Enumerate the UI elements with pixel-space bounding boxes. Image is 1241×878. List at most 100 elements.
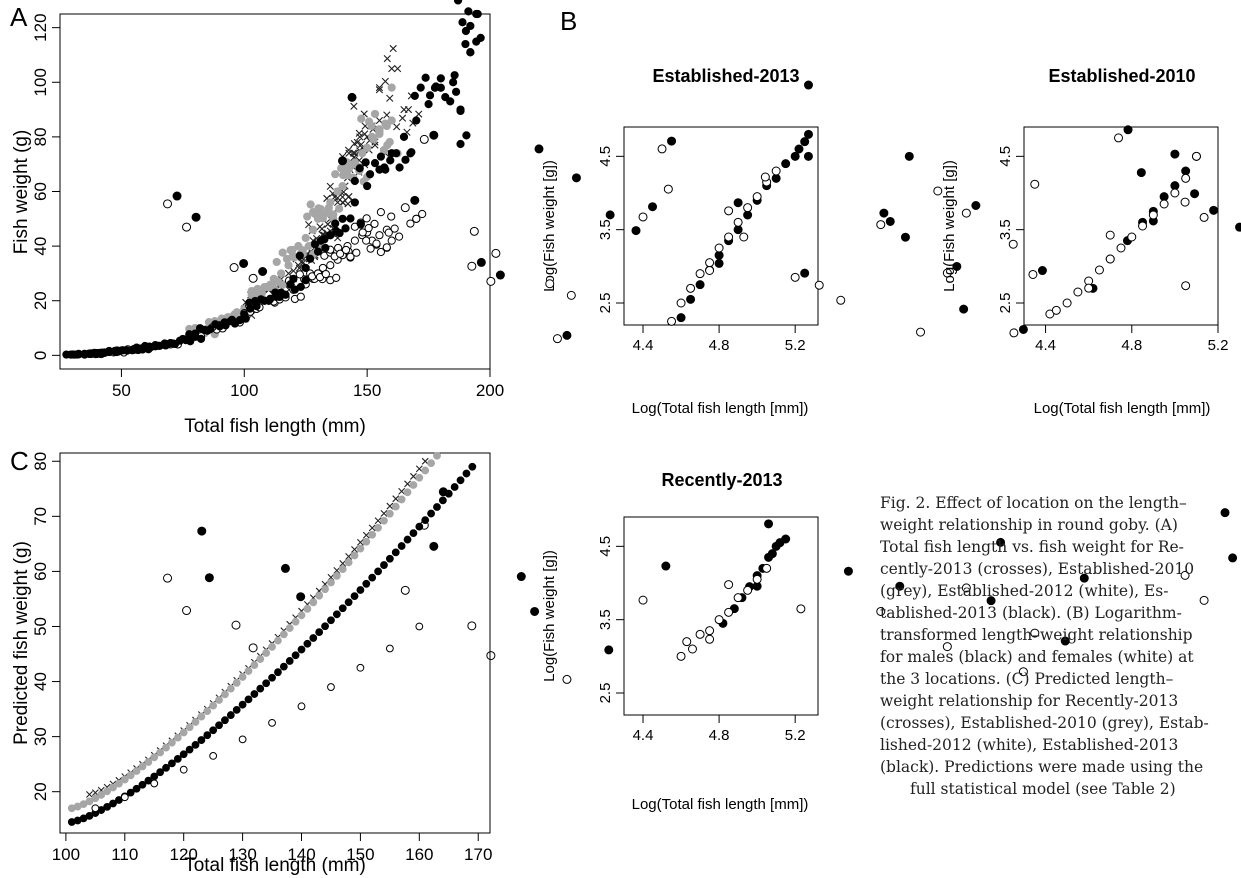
data-point-black (421, 516, 430, 525)
data-point-black (206, 324, 215, 334)
data-point-black (258, 267, 268, 277)
data-point-black (338, 604, 347, 613)
data-point-white (961, 583, 971, 593)
data-point-white (467, 261, 477, 271)
data-point-grey (91, 794, 100, 803)
data-point-white (376, 208, 386, 217)
data-point-white (375, 231, 384, 240)
data-point-white (387, 236, 396, 245)
data-point-grey (253, 284, 262, 294)
data-point-cross (350, 102, 358, 110)
data-point-grey (338, 171, 348, 180)
data-point-black (1181, 166, 1191, 176)
y-tick-label: 80 (31, 452, 50, 471)
data-point-black (347, 92, 357, 102)
data-point-grey (306, 200, 315, 209)
panel-a-xlabel: Total fish length (mm) (184, 416, 366, 437)
data-point-white (1127, 232, 1137, 242)
data-point-grey (162, 743, 170, 752)
data-point-white (1051, 305, 1061, 315)
data-point-cross (345, 553, 353, 560)
data-point-black (410, 91, 419, 100)
data-point-black (843, 566, 853, 576)
data-point-white (724, 607, 734, 617)
data-point-white (1084, 283, 1094, 293)
data-point-grey (232, 678, 241, 687)
data-point-black (771, 173, 781, 183)
data-point-black (562, 330, 572, 340)
data-point-grey (403, 488, 412, 497)
data-point-black (338, 156, 348, 166)
y-tick-label: 2.5 (997, 293, 1014, 314)
panel-b-established-2010: Established-2010 4.4 4.8 5.2 2.5 3.5 4.5 Log(… (469, 66, 1241, 417)
data-point-white (836, 295, 846, 305)
data-point-black (335, 229, 344, 238)
data-point-black (450, 71, 459, 80)
data-point-white (739, 232, 749, 242)
data-point-black (397, 542, 406, 550)
data-point-grey (250, 661, 259, 669)
data-point-white (762, 563, 772, 573)
data-point-grey (391, 502, 400, 511)
data-point-grey (274, 636, 282, 645)
data-point-black (1123, 125, 1133, 135)
data-point-grey (85, 797, 94, 806)
data-point-grey (179, 728, 188, 737)
data-point-black (403, 535, 412, 544)
data-point-white (382, 243, 391, 252)
data-point-white (1009, 328, 1019, 338)
x-tick-label: 4.4 (633, 337, 654, 354)
data-point-white (1018, 667, 1028, 677)
data-point-white (229, 263, 239, 273)
data-point-white (321, 269, 330, 279)
data-point-white (370, 219, 379, 228)
x-tick-label: 160 (405, 845, 433, 864)
data-point-grey (262, 649, 271, 657)
data-point-black (368, 573, 377, 582)
data-point-white (364, 224, 373, 233)
panel-a-letter: A (10, 2, 28, 32)
x-tick-label: 200 (476, 381, 504, 400)
data-point-black (350, 198, 359, 207)
data-point-black (215, 721, 223, 730)
x-tick-label: 50 (112, 381, 131, 400)
data-point-white (486, 276, 496, 286)
b3-plot-frame (623, 516, 819, 716)
data-point-cross (404, 105, 413, 114)
data-point-black (714, 258, 724, 268)
data-point-white (1148, 210, 1158, 220)
data-point-black (313, 247, 323, 256)
data-point-black (456, 476, 465, 485)
data-point-black (173, 754, 182, 763)
data-point-black (196, 334, 206, 344)
data-point-white (326, 261, 335, 270)
data-point-cross (381, 77, 389, 86)
data-point-black (695, 280, 705, 290)
y-tick-label: 20 (31, 291, 50, 310)
panel-b-letter: B (560, 6, 577, 36)
data-point-black (425, 91, 435, 100)
data-point-black (226, 711, 235, 719)
data-point-black (326, 231, 335, 240)
data-point-black (767, 549, 777, 559)
data-point-black (179, 750, 188, 759)
data-point-grey (272, 257, 281, 267)
data-point-black (380, 561, 388, 569)
data-point-grey (369, 135, 378, 144)
data-point-black (1170, 149, 1180, 159)
data-point-white (1191, 151, 1201, 161)
data-point-black (320, 235, 329, 244)
data-point-black (1079, 573, 1089, 583)
data-point-black (571, 173, 581, 183)
data-point-black (392, 149, 401, 158)
data-point-white (545, 279, 555, 289)
x-tick-label: 140 (287, 845, 315, 864)
data-point-cross (388, 64, 396, 73)
data-point-white (150, 779, 159, 788)
data-point-white (714, 243, 724, 253)
data-point-black (238, 700, 247, 709)
b2-ylabel: Log(Fish weight [g]) (941, 160, 958, 292)
data-point-white (695, 269, 705, 279)
data-point-grey (173, 733, 182, 742)
data-point-black (301, 263, 310, 273)
